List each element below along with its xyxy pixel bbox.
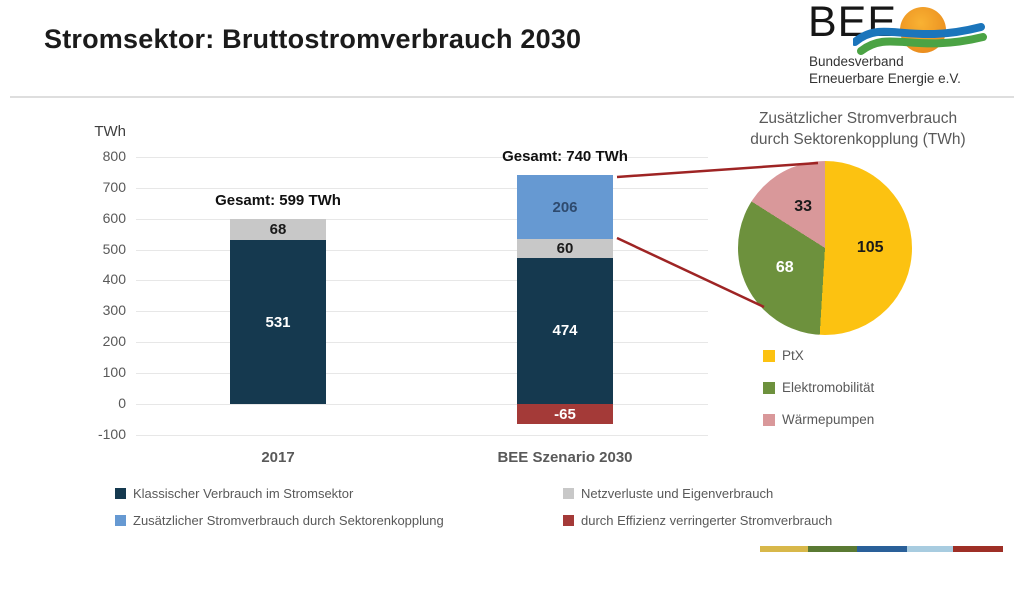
footer-stripe-segment (760, 546, 808, 552)
gridline (136, 280, 708, 282)
gridline (136, 218, 708, 220)
gridline (136, 187, 708, 189)
pie-legend-item: Elektromobilität (763, 380, 874, 395)
pie-title-line2: durch Sektorenkopplung (TWh) (750, 131, 966, 148)
bar-segment-value: 60 (556, 239, 574, 257)
bar-legend-label: Zusätzlicher Stromverbrauch durch Sektor… (133, 513, 444, 528)
bar-legend-item: Zusätzlicher Stromverbrauch durch Sektor… (115, 513, 444, 528)
pie-legend-label: Wärmepumpen (782, 412, 875, 427)
logo-org-line1: Bundesverband (809, 54, 904, 69)
pie-chart (738, 161, 912, 335)
bar-legend-label: Klassischer Verbrauch im Stromsektor (133, 486, 354, 501)
bar-legend-item: durch Effizienz verringerter Stromverbra… (563, 513, 832, 528)
bar-segment: 68 (230, 219, 326, 240)
bar-legend-swatch (563, 488, 574, 499)
header-divider (10, 96, 1014, 98)
bar-segment-value: 531 (265, 313, 291, 331)
footer-stripe-segment (857, 546, 907, 552)
bar-segment-value: -65 (554, 405, 576, 423)
pie-legend-item: Wärmepumpen (763, 412, 874, 427)
pie-slice-value: 68 (775, 258, 794, 276)
footer-stripe-segment (907, 546, 953, 552)
gridline (136, 373, 708, 375)
bar-legend-swatch (115, 488, 126, 499)
gridline (136, 156, 708, 158)
bar-segment: -65 (517, 404, 613, 425)
y-tick-label: 600 (102, 209, 126, 226)
x-axis-label-2030: BEE Szenario 2030 (497, 449, 633, 466)
bar-legend-item: Klassischer Verbrauch im Stromsektor (115, 486, 353, 501)
pie-slice-value: 33 (794, 198, 813, 216)
gridline (136, 434, 708, 436)
gridline (136, 249, 708, 251)
gridline (136, 311, 708, 313)
pie-title: Zusätzlicher Stromverbrauch durch Sektor… (718, 108, 998, 150)
pie-legend-swatch (763, 349, 775, 362)
y-axis-unit-label: TWh (94, 123, 126, 140)
bee-logo: BEE Bundesverband Erneuerbare Energie e.… (795, 0, 1015, 94)
bar-segment: 474 (517, 257, 613, 404)
bar-segment: 206 (517, 175, 613, 240)
bar-segment-value: 68 (269, 221, 287, 238)
pie-legend-label: PtX (782, 348, 804, 363)
pie-legend-swatch (763, 413, 775, 426)
bar-segment: 60 (517, 239, 613, 258)
gridline (136, 342, 708, 344)
bar-segment-value: 474 (552, 322, 578, 340)
y-tick-label: 100 (102, 364, 126, 381)
bar-segment: 531 (230, 240, 326, 404)
page-title: Stromsektor: Bruttostromverbrauch 2030 (44, 24, 582, 54)
bar-total-label: Gesamt: 740 TWh (502, 148, 628, 166)
y-tick-label: 800 (102, 147, 126, 164)
gridline (136, 404, 708, 405)
bar-legend-swatch (563, 515, 574, 526)
sun-waves-icon (853, 7, 987, 55)
pie-legend-item: PtX (763, 348, 804, 363)
y-tick-label: -100 (97, 425, 126, 442)
footer-stripe-segment (953, 546, 1003, 552)
pie-legend-swatch (763, 381, 775, 394)
bar-legend-item: Netzverluste und Eigenverbrauch (563, 486, 773, 501)
y-tick-label: 500 (102, 240, 126, 257)
pie-title-line1: Zusätzlicher Stromverbrauch (758, 110, 958, 127)
y-tick-label: 0 (118, 395, 126, 411)
bar-total-label: Gesamt: 599 TWh (215, 192, 341, 210)
bar-legend-label: durch Effizienz verringerter Stromverbra… (581, 513, 833, 528)
x-axis-label-2017: 2017 (261, 449, 295, 466)
y-tick-label: 300 (102, 302, 126, 319)
logo-org-line2: Erneuerbare Energie e.V. (809, 71, 961, 86)
footer-stripe-segment (808, 546, 857, 552)
bar-legend-label: Netzverluste und Eigenverbrauch (581, 486, 774, 501)
pie-legend-label: Elektromobilität (782, 380, 875, 395)
y-tick-label: 700 (102, 178, 126, 195)
y-tick-label: 400 (102, 271, 126, 288)
bar-legend-swatch (115, 515, 126, 526)
y-tick-label: 200 (102, 333, 126, 350)
bar-segment-value: 206 (552, 198, 578, 216)
pie-slice-value: 105 (856, 239, 884, 257)
